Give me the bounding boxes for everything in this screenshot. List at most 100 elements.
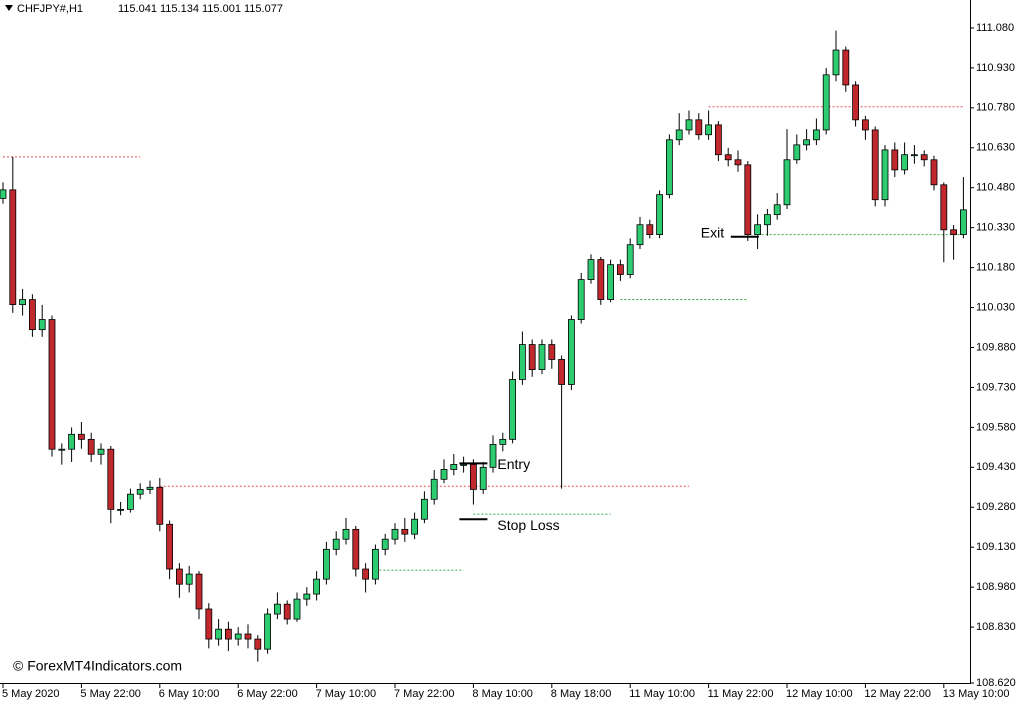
candle-body (381, 538, 389, 550)
y-tick-label: 109.280 (976, 501, 1016, 513)
y-tick-label: 110.630 (976, 142, 1015, 154)
candle-body (166, 523, 174, 570)
candle-body (19, 299, 27, 306)
annotation-label: Exit (701, 224, 724, 240)
candle-body (391, 528, 399, 540)
x-tick-label: 6 May 10:00 (159, 688, 220, 700)
candle-body (313, 578, 321, 595)
y-tick-label: 110.480 (976, 182, 1015, 194)
candle-body (224, 628, 232, 640)
y-tick-label: 110.930 (976, 62, 1015, 74)
y-tick-label: 110.330 (976, 222, 1015, 234)
header-value: 115.134 (160, 3, 199, 15)
candle-body (666, 139, 673, 196)
candle-body (371, 548, 379, 580)
candle-body (636, 224, 644, 246)
candle-body (97, 448, 105, 455)
candle-body (450, 463, 458, 470)
candle-body (9, 189, 17, 306)
candle-body (744, 164, 752, 235)
y-tick-label: 108.980 (976, 581, 1016, 593)
candle-body (783, 159, 791, 206)
candle-body (920, 154, 928, 161)
candle-body (695, 119, 703, 136)
candle-body (940, 184, 948, 231)
candle-body (822, 74, 830, 131)
candle-body (303, 593, 311, 600)
candle-body (68, 433, 75, 450)
y-tick-label: 109.730 (976, 381, 1016, 393)
candle-body (293, 598, 301, 620)
candle-body (519, 344, 526, 380)
candle-body (430, 478, 438, 500)
candle-body (950, 229, 957, 235)
candle-body (273, 603, 281, 615)
candle-body (362, 568, 370, 580)
candle-body (891, 149, 899, 171)
symbol: CHFJPY#,H1 (17, 3, 83, 15)
candle-body (793, 144, 801, 161)
candle-body (754, 224, 761, 235)
candle-body (254, 638, 262, 650)
candle-body (911, 154, 918, 157)
candle-body (352, 528, 360, 570)
candle-body (685, 119, 693, 131)
candle-body (656, 194, 663, 235)
x-tick-label: 5 May 2020 (2, 688, 59, 700)
candle-body (577, 279, 585, 320)
candle-body (146, 486, 154, 490)
candle-body (175, 568, 183, 585)
candle-body (332, 538, 340, 550)
candle-body (734, 159, 742, 166)
y-tick-label: 110.030 (976, 301, 1015, 313)
candle-body (440, 469, 448, 480)
x-tick-label: 13 May 10:00 (943, 688, 1010, 700)
candle-body (538, 344, 546, 370)
x-tick-label: 7 May 22:00 (394, 688, 455, 700)
candle-body (597, 259, 605, 300)
candle-body (215, 628, 223, 640)
y-tick-label: 110.180 (976, 262, 1015, 274)
header-value: 115.077 (244, 3, 283, 15)
candle-body (764, 214, 771, 226)
candle-body (0, 189, 7, 199)
candle-body (127, 493, 134, 510)
candle-body (587, 259, 595, 280)
candle-body (136, 489, 144, 495)
candle-body (58, 448, 66, 451)
x-tick-label: 11 May 22:00 (708, 688, 774, 700)
candle-body (107, 448, 115, 510)
header-value: 115.041 (118, 3, 157, 15)
candle-body (617, 264, 624, 275)
candle-body (460, 463, 468, 466)
candle-body (234, 633, 242, 640)
candle-body (548, 344, 556, 360)
candle-body (264, 613, 272, 650)
candle-body (78, 433, 85, 440)
x-tick-label: 6 May 22:00 (237, 688, 298, 700)
candle-body (479, 466, 487, 490)
candle-body (715, 124, 722, 156)
y-tick-label: 109.580 (976, 421, 1016, 433)
candle-body (528, 344, 536, 370)
candle-body (322, 548, 330, 580)
watermark: © ForexMT4Indicators.com (13, 658, 182, 674)
candle-body (862, 119, 869, 131)
candle-body (87, 438, 95, 455)
candle-body (28, 299, 36, 331)
candle-body (881, 149, 889, 201)
candle-body (832, 49, 840, 76)
candle-body (813, 129, 820, 141)
candle-body (930, 159, 938, 186)
candle-body (156, 486, 164, 525)
candle-body (705, 124, 712, 136)
candle-body (244, 633, 252, 640)
x-tick-label: 8 May 18:00 (551, 688, 612, 700)
candle-body (283, 603, 291, 620)
x-tick-label: 12 May 10:00 (786, 688, 853, 700)
candle-body (724, 154, 732, 161)
candle-body (626, 244, 634, 275)
header-value: 115.001 (202, 3, 241, 15)
candle-body (842, 49, 850, 86)
